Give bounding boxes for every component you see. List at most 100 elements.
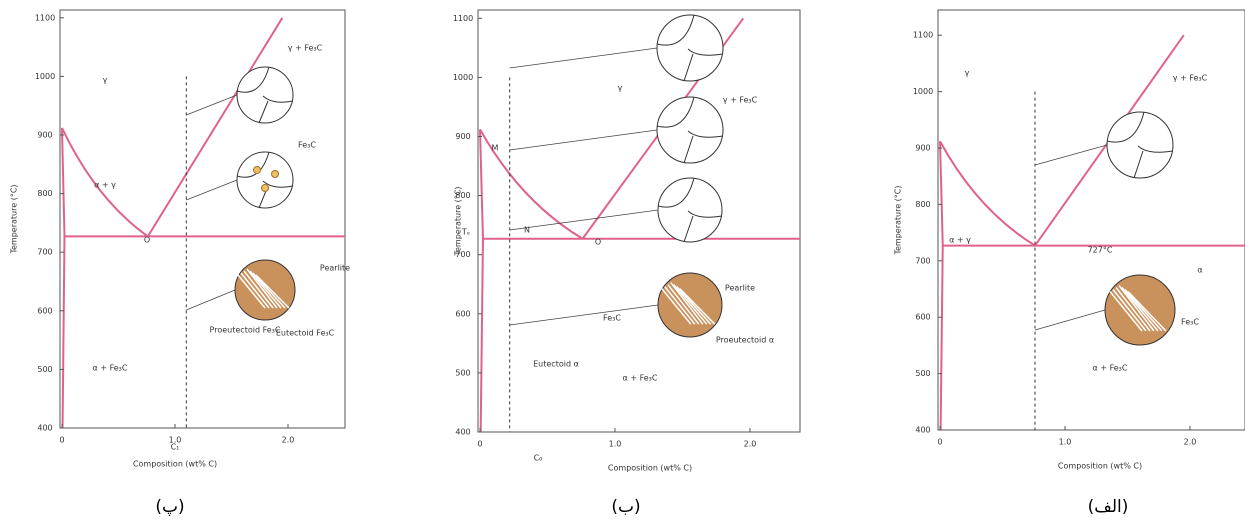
x-tick-label: 1.0 bbox=[609, 440, 622, 449]
region-label: γ bbox=[618, 84, 623, 93]
lamella bbox=[1115, 287, 1151, 332]
region-label: 727°C bbox=[1088, 246, 1113, 255]
region-label: Pearlite bbox=[320, 264, 350, 273]
region-label: Fe₃C bbox=[298, 141, 316, 150]
lamella bbox=[255, 274, 290, 309]
leader-line bbox=[509, 304, 659, 326]
y-tick-label: 500 bbox=[455, 368, 470, 377]
y-tick-label: 500 bbox=[915, 369, 930, 378]
x-tick-label: 0 bbox=[937, 438, 942, 447]
a3-line bbox=[939, 140, 1036, 247]
plot-frame bbox=[477, 9, 801, 433]
leader-line bbox=[509, 209, 659, 231]
y-axis-label: Temperature (°C) bbox=[454, 186, 463, 256]
microstructure bbox=[656, 96, 724, 164]
grain-boundary bbox=[1106, 111, 1174, 179]
grain-boundary bbox=[657, 177, 723, 243]
region-label: O bbox=[595, 238, 601, 247]
panel-caption: (الف) bbox=[1088, 497, 1129, 517]
phase-diagram: 400 500 600 700 800 900 1000 1100 0 1.0 2.0 Tempera… bbox=[10, 9, 350, 517]
y-tick-label: 900 bbox=[37, 131, 52, 140]
cementite-particle bbox=[253, 166, 261, 174]
microstructure bbox=[236, 151, 294, 209]
leader-line bbox=[186, 179, 238, 201]
y-tick-label: 900 bbox=[455, 132, 470, 141]
y-tick-label: 500 bbox=[37, 365, 52, 374]
panel-caption: (پ) bbox=[155, 497, 184, 517]
region-label: α + Fe₃C bbox=[1093, 364, 1128, 373]
cementite-particle bbox=[261, 184, 269, 192]
grain-boundary bbox=[656, 96, 724, 164]
lamella bbox=[1112, 289, 1147, 332]
region-label: α + γ bbox=[949, 236, 971, 245]
lamella bbox=[240, 272, 270, 309]
leader-line bbox=[1034, 144, 1108, 166]
leader-line bbox=[186, 94, 238, 116]
cementite-particle bbox=[271, 170, 279, 178]
region-label: Fe₃C bbox=[603, 314, 621, 323]
region-label: α + γ bbox=[94, 181, 116, 190]
y-tick-label: 800 bbox=[37, 189, 52, 198]
microstructure bbox=[1106, 111, 1174, 179]
y-tick-label: 600 bbox=[455, 309, 470, 318]
x-tick-label: 1.0 bbox=[1059, 438, 1072, 447]
y-tick-label: 800 bbox=[915, 200, 930, 209]
x-axis-label: Composition (wt% C) bbox=[1058, 462, 1142, 471]
acm-line bbox=[147, 17, 284, 237]
lamella bbox=[661, 288, 692, 325]
region-label: Pearlite bbox=[725, 284, 755, 293]
y-tick-label: 700 bbox=[915, 256, 930, 265]
region-label: Eutectoid α bbox=[533, 360, 579, 369]
lamella bbox=[1124, 289, 1163, 332]
region-label: N bbox=[524, 226, 530, 235]
lamella bbox=[1118, 285, 1155, 332]
region-label: γ + Fe₃C bbox=[723, 96, 758, 105]
y-tick-label: 600 bbox=[37, 306, 52, 315]
x-tick-label: 2.0 bbox=[744, 440, 757, 449]
x-tick-label: 2.0 bbox=[1184, 438, 1197, 447]
x-tick-label: 1.0 bbox=[169, 436, 182, 445]
lamella bbox=[670, 282, 704, 325]
panel-caption: (ب) bbox=[611, 497, 640, 517]
region-label: γ bbox=[965, 69, 970, 78]
microstructure bbox=[236, 66, 294, 124]
region-label: α + Fe₃C bbox=[93, 364, 128, 373]
region-label: γ bbox=[103, 76, 108, 85]
region-label: C₁ bbox=[171, 443, 180, 452]
phase-diagram: 400 500 600 700 800 900 1000 1100 0 1.0 2.0 Tempera… bbox=[894, 9, 1245, 517]
region-label: Proeutectoid Fe₃C bbox=[210, 326, 281, 335]
leader-line bbox=[186, 289, 236, 311]
lamella bbox=[243, 270, 274, 309]
y-tick-label: 1100 bbox=[35, 13, 55, 22]
region-label: Eutectoid Fe₃C bbox=[276, 329, 335, 338]
lamella bbox=[679, 288, 716, 325]
lamella bbox=[252, 272, 286, 309]
y-tick-label: 400 bbox=[915, 426, 930, 435]
region-label: O bbox=[144, 236, 150, 245]
leader-line bbox=[509, 129, 658, 151]
lamella bbox=[1127, 290, 1167, 332]
y-tick-label: 1000 bbox=[35, 72, 55, 81]
y-tick-label: 700 bbox=[455, 250, 470, 259]
region-label: α bbox=[1197, 266, 1202, 275]
y-tick-label: 1000 bbox=[913, 87, 933, 96]
lamella bbox=[673, 284, 708, 325]
microstructure bbox=[657, 177, 723, 243]
x-axis-label: Composition (wt% C) bbox=[608, 464, 692, 473]
y-tick-label: 700 bbox=[37, 248, 52, 257]
y-tick-label: 400 bbox=[37, 424, 52, 433]
leader-line bbox=[1034, 309, 1106, 331]
lamella bbox=[249, 270, 282, 309]
plot-frame bbox=[937, 9, 1245, 431]
grain-boundary bbox=[656, 14, 724, 82]
phase-diagram: 400 500 600 700 800 900 1000 1100 0 1.0 2.0 Tempera… bbox=[453, 9, 801, 517]
x-tick-label: 0 bbox=[59, 436, 64, 445]
y-tick-label: 1000 bbox=[453, 73, 473, 82]
region-label: C₀ bbox=[534, 454, 543, 463]
lamella bbox=[667, 284, 700, 325]
leader-line bbox=[509, 47, 658, 69]
microstructure bbox=[656, 14, 724, 82]
region-label: Tₑ bbox=[461, 228, 470, 237]
lamella bbox=[1109, 291, 1143, 332]
region-label: γ + Fe₃C bbox=[1173, 74, 1208, 83]
